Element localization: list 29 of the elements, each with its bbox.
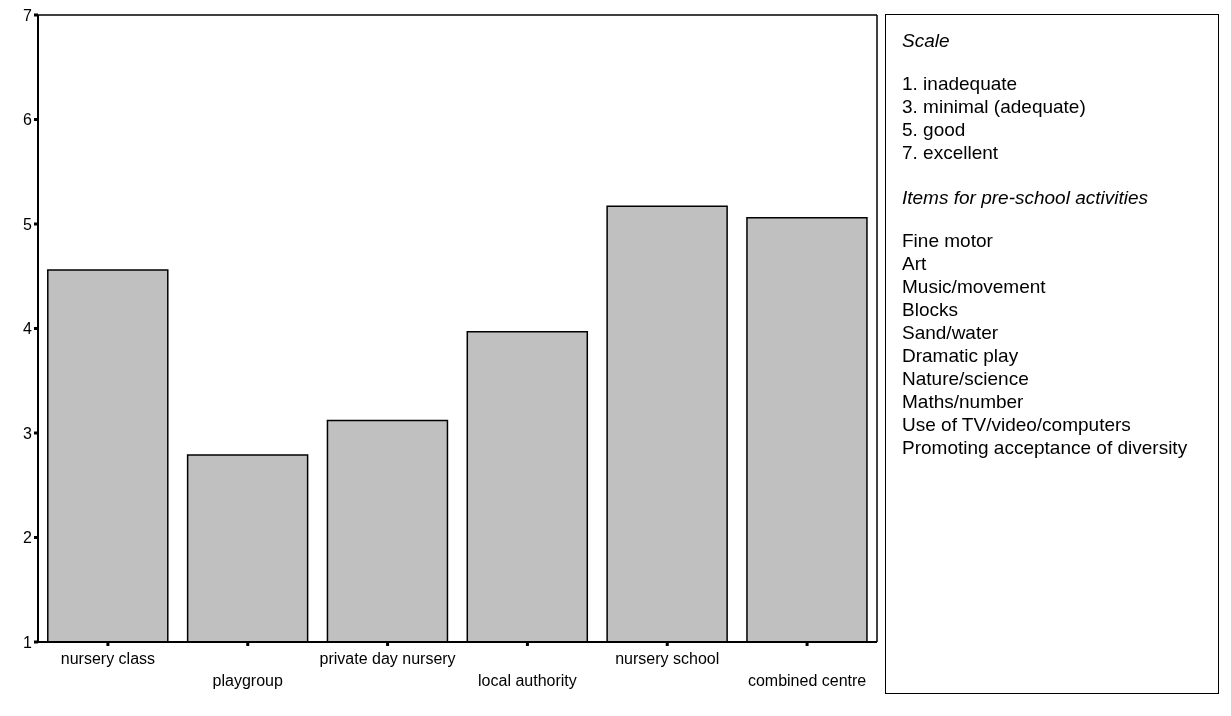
x-tick-label: nursery class — [60, 650, 156, 667]
text: 7. excellent — [902, 141, 1000, 164]
x-tick-label: private day nursery — [319, 650, 456, 667]
text: Nature/science — [902, 367, 1030, 390]
y-tick-label: 7 — [23, 6, 33, 24]
y-tick-label: 1 — [23, 633, 33, 651]
text: Fine motor — [902, 229, 994, 252]
x-tick-label: nursery school — [615, 650, 720, 667]
x-tick-label: combined centre — [747, 672, 867, 689]
text: Blocks — [902, 298, 959, 321]
text: 1. inadequate — [902, 72, 1019, 95]
text: Scale — [902, 29, 951, 52]
text: Promoting acceptance of diversity — [902, 436, 1189, 459]
text: Dramatic play — [902, 344, 1020, 367]
text: Use of TV/video/computers — [902, 413, 1132, 436]
text: Items for pre-school activities — [902, 186, 1150, 209]
y-tick-label: 2 — [23, 529, 33, 547]
text: 3. minimal (adequate) — [902, 95, 1087, 118]
text: Art — [902, 252, 928, 275]
text: 5. good — [902, 118, 967, 141]
y-tick-label: 4 — [23, 320, 33, 338]
y-tick-label: 3 — [23, 424, 33, 442]
text: Maths/number — [902, 390, 1025, 413]
y-tick-label: 6 — [23, 111, 33, 129]
x-tick-label: local authority — [478, 672, 577, 689]
x-tick-label: playgroup — [212, 672, 283, 689]
text: Music/movement — [902, 275, 1047, 298]
text: Sand/water — [902, 321, 1000, 344]
y-tick-label: 5 — [23, 215, 33, 233]
